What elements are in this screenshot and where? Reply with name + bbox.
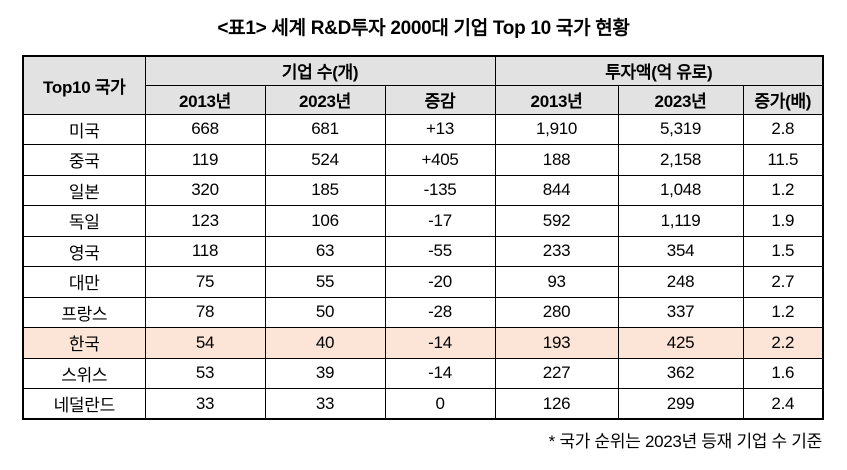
table-title: <표1> 세계 R&D투자 2000대 기업 Top 10 국가 현황 — [217, 18, 630, 39]
value-cell: 185 — [264, 174, 386, 206]
rd-top10-table: Top10 국가 기업 수(개) 투자액(억 유로) 2013년 2023년 증… — [22, 55, 825, 420]
value-cell: 2.7 — [742, 266, 824, 298]
value-cell: 425 — [617, 327, 744, 359]
value-cell: 2.4 — [742, 388, 824, 420]
value-cell: 1,048 — [617, 174, 744, 206]
value-cell: 1,119 — [617, 205, 744, 237]
value-cell: 354 — [617, 235, 744, 267]
value-cell: -55 — [384, 235, 496, 267]
value-cell: 123 — [144, 205, 266, 237]
value-cell: 54 — [144, 327, 266, 359]
value-cell: 126 — [494, 388, 619, 420]
value-cell: 63 — [264, 235, 386, 267]
table-row-japan: 일본 320 185 -135 844 1,048 1.2 — [22, 174, 824, 206]
table-row-france: 프랑스 78 50 -28 280 337 1.2 — [22, 296, 824, 328]
value-cell: -17 — [384, 205, 496, 237]
value-cell: 0 — [384, 388, 496, 420]
value-cell: 320 — [144, 174, 266, 206]
country-cell: 독일 — [22, 205, 146, 237]
value-cell: 233 — [494, 235, 619, 267]
table-body: 미국 668 681 +13 1,910 5,319 2.8 중국 119 52… — [22, 113, 824, 420]
country-cell: 중국 — [22, 144, 146, 176]
value-cell: 93 — [494, 266, 619, 298]
value-cell: -14 — [384, 327, 496, 359]
value-cell: 106 — [264, 205, 386, 237]
table-row-netherlands: 네덜란드 33 33 0 126 299 2.4 — [22, 388, 824, 420]
value-cell: 1.2 — [742, 174, 824, 206]
value-cell: 33 — [264, 388, 386, 420]
value-cell: 1.6 — [742, 357, 824, 389]
value-cell: 53 — [144, 357, 266, 389]
value-cell: 668 — [144, 113, 266, 145]
value-cell: 55 — [264, 266, 386, 298]
group-header-investment: 투자액(억 유로) — [494, 55, 824, 86]
value-cell: 39 — [264, 357, 386, 389]
value-cell: 75 — [144, 266, 266, 298]
value-cell: -28 — [384, 296, 496, 328]
value-cell: 2.2 — [742, 327, 824, 359]
sub-header-companies-2013: 2013년 — [144, 84, 266, 115]
value-cell: 362 — [617, 357, 744, 389]
table-row-germany: 독일 123 106 -17 592 1,119 1.9 — [22, 205, 824, 237]
value-cell: 188 — [494, 144, 619, 176]
value-cell: 119 — [144, 144, 266, 176]
value-cell: 844 — [494, 174, 619, 206]
country-cell: 일본 — [22, 174, 146, 206]
country-cell: 스위스 — [22, 357, 146, 389]
value-cell: +405 — [384, 144, 496, 176]
table-row-usa: 미국 668 681 +13 1,910 5,319 2.8 — [22, 113, 824, 145]
table-row-switzerland: 스위스 53 39 -14 227 362 1.6 — [22, 357, 824, 389]
value-cell: 1.2 — [742, 296, 824, 328]
value-cell: 33 — [144, 388, 266, 420]
value-cell: -135 — [384, 174, 496, 206]
value-cell: 1,910 — [494, 113, 619, 145]
value-cell: 118 — [144, 235, 266, 267]
sub-header-companies-change: 증감 — [384, 84, 496, 115]
value-cell: 2.8 — [742, 113, 824, 145]
sub-header-investment-2013: 2013년 — [494, 84, 619, 115]
value-cell: 40 — [264, 327, 386, 359]
value-cell: 337 — [617, 296, 744, 328]
value-cell: 592 — [494, 205, 619, 237]
country-cell: 프랑스 — [22, 296, 146, 328]
table-row-korea-highlighted: 한국 54 40 -14 193 425 2.2 — [22, 327, 824, 359]
corner-header: Top10 국가 — [22, 55, 146, 115]
value-cell: 2,158 — [617, 144, 744, 176]
sub-header-investment-2023: 2023년 — [617, 84, 744, 115]
country-cell: 대만 — [22, 266, 146, 298]
value-cell: 227 — [494, 357, 619, 389]
value-cell: -20 — [384, 266, 496, 298]
value-cell: 524 — [264, 144, 386, 176]
footnote: * 국가 순위는 2023년 등재 기업 수 기준 — [548, 432, 823, 451]
country-cell: 한국 — [22, 327, 146, 359]
value-cell: +13 — [384, 113, 496, 145]
value-cell: 11.5 — [742, 144, 824, 176]
value-cell: 50 — [264, 296, 386, 328]
value-cell: 1.9 — [742, 205, 824, 237]
value-cell: 248 — [617, 266, 744, 298]
sub-header-investment-multiple: 증가(배) — [742, 84, 824, 115]
table-row-china: 중국 119 524 +405 188 2,158 11.5 — [22, 144, 824, 176]
value-cell: 5,319 — [617, 113, 744, 145]
table-header: Top10 국가 기업 수(개) 투자액(억 유로) 2013년 2023년 증… — [22, 55, 824, 115]
value-cell: 1.5 — [742, 235, 824, 267]
table-row-uk: 영국 118 63 -55 233 354 1.5 — [22, 235, 824, 267]
value-cell: 193 — [494, 327, 619, 359]
group-header-companies: 기업 수(개) — [144, 55, 496, 86]
country-cell: 미국 — [22, 113, 146, 145]
value-cell: 280 — [494, 296, 619, 328]
sub-header-companies-2023: 2023년 — [264, 84, 386, 115]
table-row-taiwan: 대만 75 55 -20 93 248 2.7 — [22, 266, 824, 298]
value-cell: 299 — [617, 388, 744, 420]
country-cell: 네덜란드 — [22, 388, 146, 420]
value-cell: 681 — [264, 113, 386, 145]
value-cell: 78 — [144, 296, 266, 328]
value-cell: -14 — [384, 357, 496, 389]
country-cell: 영국 — [22, 235, 146, 267]
